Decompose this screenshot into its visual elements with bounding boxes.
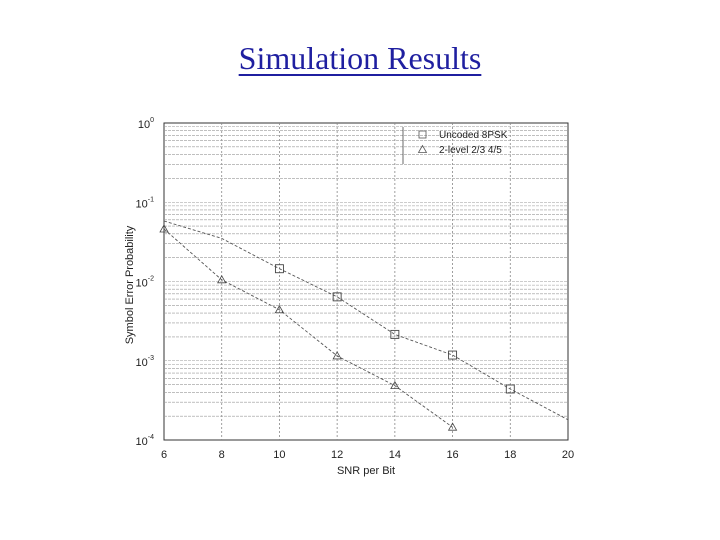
y-tick-label: 100 [138, 117, 154, 131]
data-point-triangle [332, 351, 342, 360]
data-point-triangle [159, 224, 169, 233]
x-tick-label: 20 [562, 449, 574, 461]
legend-label: Uncoded 8PSK [439, 130, 508, 141]
y-tick-label: 10-2 [136, 276, 155, 290]
data-point-triangle [447, 422, 458, 431]
x-axis-label: SNR per Bit [337, 465, 395, 477]
legend: Uncoded 8PSK 2-level 2/3 4/5 [402, 127, 508, 164]
y-tick-labels: 100 10-1 10-2 10-3 10-4 [136, 117, 155, 448]
x-tick-label: 18 [504, 449, 516, 461]
grid-lines [164, 123, 568, 440]
x-tick-label: 14 [389, 449, 401, 461]
x-tick-label: 8 [219, 449, 225, 461]
series-line-2-level [163, 228, 453, 428]
x-tick-labels: 6 8 10 12 14 16 18 20 [161, 449, 574, 461]
x-tick-label: 10 [273, 449, 285, 461]
data-point-square [505, 384, 515, 394]
y-axis-label: Symbol Error Probability [124, 225, 136, 344]
y-tick-label: 10-4 [136, 434, 155, 448]
series-layer [159, 220, 569, 431]
legend-square-icon [418, 130, 427, 139]
data-point-square [448, 350, 458, 360]
series-line-uncoded-8psk [163, 220, 569, 421]
data-point-square [390, 329, 400, 339]
x-tick-label: 12 [331, 449, 343, 461]
data-point-square [332, 292, 342, 302]
y-tick-label: 10-3 [136, 355, 155, 369]
legend-triangle-icon [417, 144, 428, 153]
x-tick-label: 16 [446, 449, 458, 461]
data-point-triangle [390, 380, 400, 390]
y-tick-label: 10-1 [136, 196, 155, 210]
data-point-triangle [217, 275, 227, 284]
data-point-square [274, 264, 284, 274]
slide-title: Simulation Results [238, 40, 482, 76]
legend-label: 2-level 2/3 4/5 [439, 145, 502, 156]
data-point-triangle [274, 304, 285, 314]
x-tick-label: 6 [161, 449, 167, 461]
